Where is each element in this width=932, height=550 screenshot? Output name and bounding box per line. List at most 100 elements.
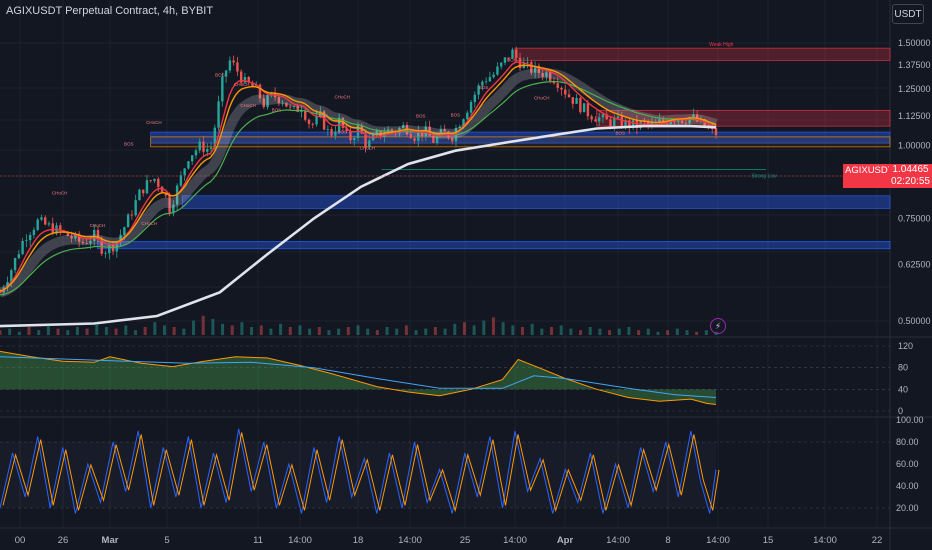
structure-label: BOS (615, 130, 625, 135)
volume-bar (656, 331, 660, 335)
candle-body (85, 243, 88, 244)
ema-green-line (0, 81, 717, 296)
volume-bar (85, 328, 89, 335)
candle-body (537, 65, 541, 74)
ema-red-line (0, 61, 717, 293)
stoch-tick-label: 40.00 (896, 481, 919, 491)
volume-bar (482, 320, 486, 335)
candle-body (74, 233, 77, 239)
candle-body (168, 195, 171, 214)
time-axis: 00 26 Mar 5 11 14:00 18 14:00 25 14:00 Apr 14:00 8 14… (15, 535, 883, 546)
volume-bar (153, 322, 157, 335)
candle-body (315, 115, 318, 125)
volume-bar (588, 327, 592, 335)
candle-body (96, 229, 100, 239)
zone-rect (181, 195, 891, 209)
candle-body (688, 117, 691, 124)
currency-button[interactable]: USDT (892, 4, 924, 24)
volume-bar (66, 330, 70, 335)
volume-bar (27, 327, 31, 335)
volume-bar (201, 315, 205, 335)
candle-body (262, 98, 265, 108)
candle-body (409, 134, 412, 139)
stoch-k-line (0, 428, 717, 514)
volume-bars (0, 315, 718, 335)
candle-body (239, 71, 243, 83)
candle-body (417, 131, 420, 141)
candle-body (266, 95, 269, 108)
lightning-icon[interactable]: ⚡ (710, 318, 726, 334)
candle-body (575, 97, 578, 104)
volume-bar (346, 327, 350, 335)
candle-body (157, 178, 160, 187)
order-block-zones: Weak High (97, 42, 891, 250)
candle-body (183, 168, 186, 176)
candle-body (179, 175, 183, 186)
candle-body (556, 83, 559, 88)
volume-bar (491, 317, 495, 335)
zone-rect (150, 136, 891, 148)
candle-body (59, 225, 62, 231)
volume-bar (617, 328, 621, 335)
candle-body (669, 120, 672, 124)
volume-bar (598, 328, 602, 335)
candle-body (194, 150, 198, 156)
candle-body (228, 60, 232, 71)
zone-rect (514, 47, 891, 61)
time-tick-label: 14:00 (398, 535, 422, 546)
candle-body (307, 119, 311, 124)
volume-bar (385, 327, 389, 335)
candle-body (364, 133, 367, 147)
candle-body (32, 229, 36, 235)
candle-body (560, 87, 563, 90)
candle-body (36, 219, 39, 230)
time-tick-label: Apr (557, 535, 574, 546)
volume-bar (162, 325, 166, 335)
structure-label: CHoCH (141, 221, 157, 226)
candle-body (300, 110, 303, 113)
chart-title: AGIXUSDT Perpetual Contract, 4h, BYBIT (6, 5, 214, 17)
rsi-tick-label: 120 (898, 341, 913, 351)
structure-label: BOS (272, 107, 282, 112)
candle-body (77, 233, 81, 242)
symbol-price-badge: AGIXUSDT.P (843, 164, 902, 188)
time-tick-label: 00 (15, 535, 26, 546)
volume-bar (453, 323, 457, 335)
candle-body (507, 57, 510, 59)
time-tick-label: 18 (353, 535, 364, 546)
volume-bar (298, 325, 302, 335)
stoch-tick-label: 60.00 (896, 459, 919, 469)
candle-body (541, 73, 544, 77)
candle-body (236, 62, 239, 72)
candle-body (624, 120, 627, 128)
candle-body (680, 120, 684, 124)
volume-bar (259, 325, 263, 335)
candle-body (213, 127, 216, 148)
candle-body (104, 253, 107, 255)
volume-bar (279, 323, 283, 335)
candle-body (432, 135, 435, 144)
volume-bar (46, 325, 50, 335)
candle-body (703, 119, 706, 128)
candle-body (142, 189, 145, 194)
candle-body (70, 235, 73, 239)
candle-body (548, 72, 552, 81)
candle-body (44, 217, 47, 225)
stoch-tick-label: 20.00 (896, 503, 919, 513)
candle-body (334, 131, 337, 136)
volume-bar (511, 325, 515, 335)
candle-body (646, 121, 650, 125)
structure-label: CHoCH (240, 103, 256, 108)
candle-body (345, 127, 348, 131)
structure-label: BOS (507, 57, 517, 62)
time-tick-label: 11 (253, 535, 263, 546)
time-tick-label: 15 (763, 535, 774, 546)
volume-bar (317, 327, 321, 335)
candle-body (526, 61, 529, 63)
volume-bar (685, 330, 689, 335)
candle-body (51, 223, 54, 234)
bar-countdown: 02:20:55 (891, 176, 930, 187)
candle-body (692, 114, 695, 118)
candle-body (628, 120, 631, 129)
